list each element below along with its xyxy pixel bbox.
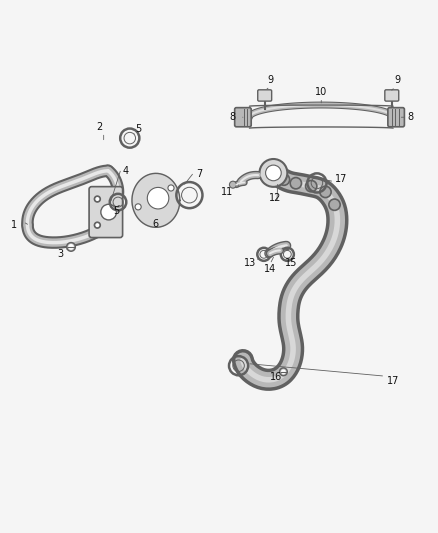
FancyBboxPatch shape [89, 187, 123, 238]
Text: 6: 6 [152, 219, 159, 229]
Circle shape [329, 199, 340, 211]
Circle shape [147, 188, 169, 209]
Text: 13: 13 [244, 258, 257, 268]
Text: 4: 4 [122, 166, 128, 176]
Circle shape [259, 159, 287, 187]
Circle shape [135, 204, 141, 210]
Circle shape [282, 370, 285, 374]
FancyBboxPatch shape [388, 108, 404, 127]
Circle shape [168, 185, 174, 191]
Text: 15: 15 [285, 258, 297, 268]
Circle shape [230, 181, 237, 188]
Circle shape [290, 177, 301, 189]
Text: 5: 5 [135, 124, 141, 134]
Circle shape [94, 222, 100, 228]
Circle shape [279, 368, 287, 376]
Circle shape [94, 196, 100, 202]
Text: 3: 3 [57, 249, 63, 260]
Circle shape [96, 198, 99, 200]
Circle shape [265, 165, 281, 181]
Text: 8: 8 [407, 112, 413, 122]
Circle shape [101, 204, 117, 220]
Text: 8: 8 [229, 112, 235, 122]
Text: 14: 14 [264, 264, 276, 273]
Text: 16: 16 [269, 373, 282, 383]
FancyBboxPatch shape [385, 90, 399, 101]
Text: 7: 7 [196, 169, 202, 179]
Text: 9: 9 [394, 75, 400, 85]
Text: 11: 11 [221, 187, 233, 197]
FancyBboxPatch shape [258, 90, 272, 101]
Circle shape [69, 245, 73, 249]
Text: 17: 17 [387, 376, 399, 385]
Circle shape [278, 174, 290, 185]
Text: 17: 17 [335, 174, 347, 184]
Circle shape [96, 224, 99, 227]
Text: 5: 5 [113, 206, 119, 216]
Text: 12: 12 [268, 193, 281, 203]
Polygon shape [132, 173, 180, 227]
Circle shape [67, 243, 75, 251]
Text: 2: 2 [96, 122, 102, 132]
Text: 9: 9 [267, 75, 273, 85]
Circle shape [320, 186, 331, 198]
Text: 10: 10 [315, 87, 327, 98]
Circle shape [306, 181, 317, 192]
Text: 1: 1 [11, 220, 18, 230]
FancyBboxPatch shape [235, 108, 251, 127]
